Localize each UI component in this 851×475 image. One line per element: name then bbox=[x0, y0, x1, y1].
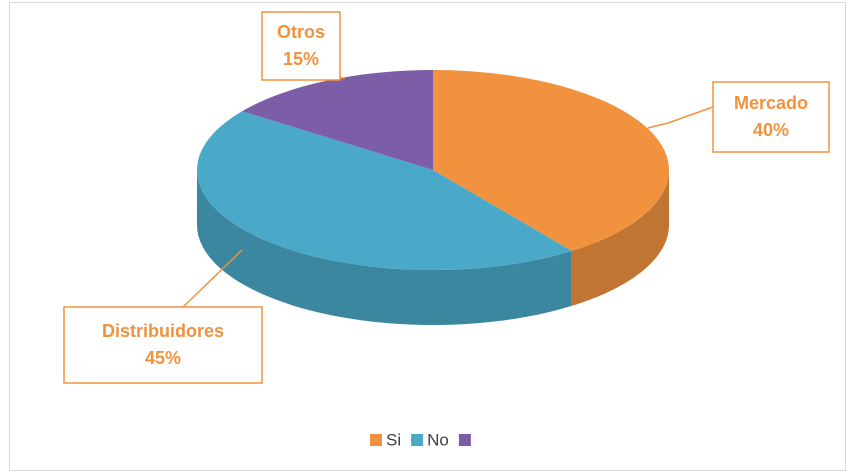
legend-label: Si bbox=[386, 430, 401, 449]
leader-line bbox=[647, 106, 714, 129]
label-category: Otros bbox=[277, 22, 325, 42]
label-value: 15% bbox=[283, 49, 319, 69]
legend-swatch bbox=[370, 434, 382, 446]
label-value: 45% bbox=[145, 348, 181, 368]
slice bbox=[433, 70, 669, 251]
label-category: Distribuidores bbox=[102, 321, 224, 341]
label-category: Mercado bbox=[734, 93, 808, 113]
label-value: 40% bbox=[753, 120, 789, 140]
legend-swatch bbox=[458, 434, 471, 446]
slice-side bbox=[197, 170, 572, 325]
slice bbox=[242, 70, 433, 170]
label-box bbox=[261, 11, 341, 81]
legend-swatch bbox=[411, 434, 424, 446]
label-box bbox=[712, 81, 830, 153]
leader-line bbox=[182, 249, 243, 308]
slice-side bbox=[571, 170, 669, 306]
legend-label: No bbox=[427, 430, 449, 449]
label-box bbox=[63, 306, 263, 384]
slice bbox=[196, 111, 572, 271]
